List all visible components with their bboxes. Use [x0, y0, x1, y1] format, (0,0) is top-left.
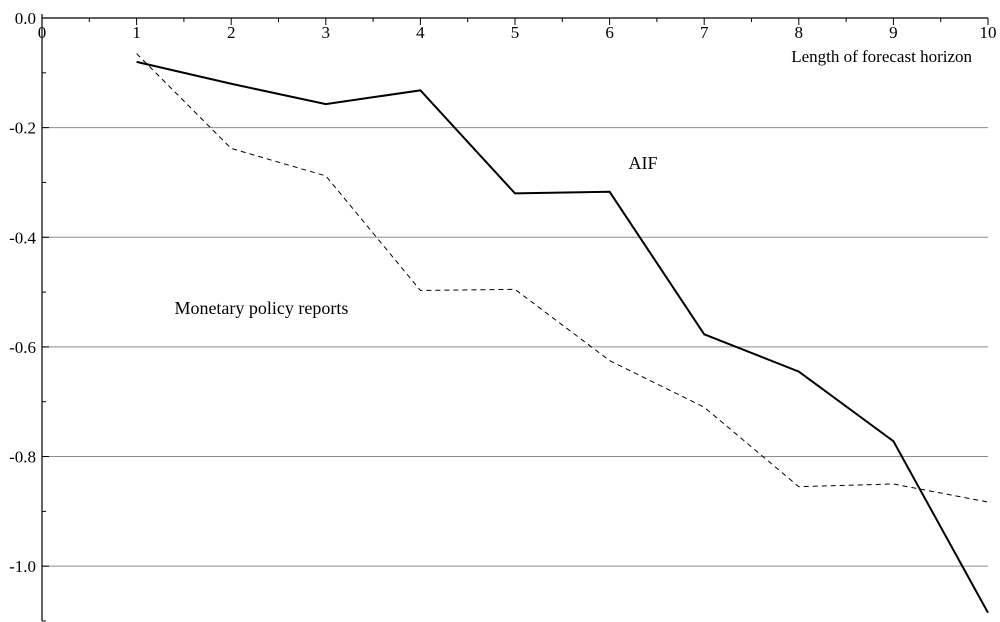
- x-tick-label-4: 4: [416, 23, 425, 42]
- series-layer: [136, 53, 989, 614]
- x-tick-label-0: 0: [38, 23, 47, 42]
- label-layer: AIF Monetary policy reports: [174, 153, 657, 318]
- x-tick-label-8: 8: [795, 23, 804, 42]
- x-tick-label-2: 2: [227, 23, 236, 42]
- y-tick-label-1: -0.2: [9, 119, 36, 138]
- annotation-1: Monetary policy reports: [174, 298, 348, 318]
- x-tick-label-6: 6: [605, 23, 614, 42]
- x-axis-title: Length of forecast horizon: [791, 47, 972, 66]
- axis-layer: 0 1 2 3 4 5 6 7 8 9 10 0.0 -0.2 -0.4 -0.6 -0.8 -1.0: [9, 9, 997, 622]
- y-tick-label-5: -1.0: [9, 557, 36, 576]
- x-tick-label-1: 1: [132, 23, 141, 42]
- series-line-aif: [136, 60, 989, 614]
- y-tick-label-2: -0.4: [9, 228, 36, 247]
- x-tick-label-5: 5: [511, 23, 520, 42]
- y-tick-label-0: 0.0: [15, 9, 36, 28]
- annotation-0: AIF: [629, 153, 658, 173]
- x-tick-label-10: 10: [980, 23, 997, 42]
- x-tick-label-9: 9: [889, 23, 898, 42]
- y-tick-label-4: -0.8: [9, 448, 36, 467]
- x-tick-label-3: 3: [322, 23, 331, 42]
- x-tick-label-7: 7: [700, 23, 709, 42]
- y-tick-label-3: -0.6: [9, 338, 36, 357]
- series-line-monetary-policy-reports: [136, 53, 989, 503]
- grid-layer: [42, 127, 988, 567]
